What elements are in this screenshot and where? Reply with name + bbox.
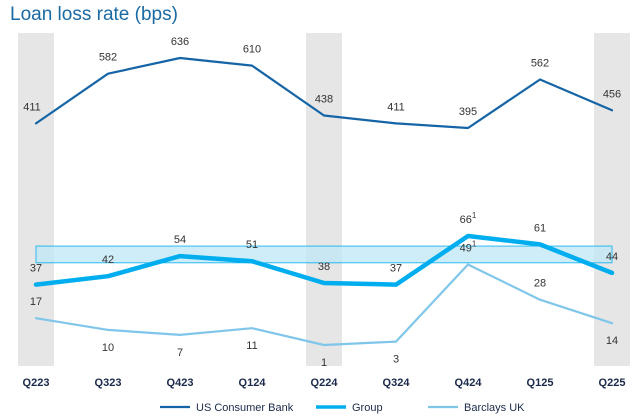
x-tick-label: Q324	[383, 377, 411, 389]
legend: US Consumer Bank Group Barclays UK	[160, 402, 525, 414]
series-line-us-consumer-bank	[34, 56, 614, 130]
data-label: 37	[30, 263, 42, 275]
data-label: 1	[321, 357, 327, 369]
legend-label: US Consumer Bank	[196, 402, 294, 414]
data-label: 54	[174, 234, 186, 246]
series-line-barclays-uk	[34, 263, 614, 347]
chart-title: Loan loss rate (bps)	[10, 4, 178, 25]
data-label: 3	[393, 354, 399, 366]
data-label: 61	[534, 222, 546, 234]
footnote-superscript: 1	[472, 211, 477, 220]
data-label: 395	[459, 106, 477, 118]
series-lines	[33, 56, 615, 347]
data-label: 661	[460, 211, 477, 226]
data-label: 10	[102, 342, 114, 354]
data-label: 610	[243, 44, 261, 56]
x-axis-ticks: Q223 Q323 Q423 Q124 Q224 Q324 Q424 Q125 Q225	[23, 377, 626, 389]
data-label: 37	[390, 263, 402, 275]
highlight-bands	[18, 33, 630, 366]
data-label: 411	[387, 101, 405, 113]
data-label: 438	[315, 94, 333, 106]
highlight-band-q225	[594, 33, 630, 366]
x-tick-label: Q424	[455, 377, 483, 389]
x-tick-label: Q225	[599, 377, 626, 389]
target-range-band	[35, 245, 613, 264]
footnote-superscript: 1	[472, 240, 477, 249]
data-label: 28	[534, 278, 546, 290]
legend-label: Group	[352, 402, 383, 414]
data-label: 11	[246, 340, 257, 352]
x-tick-label: Q423	[167, 377, 194, 389]
data-label: 636	[171, 36, 189, 48]
data-label: 582	[99, 52, 117, 64]
highlight-band-q223	[18, 33, 54, 366]
data-label: 17	[30, 296, 42, 308]
data-label: 14	[606, 335, 618, 347]
data-label: 38	[318, 261, 330, 273]
data-label: 456	[603, 88, 621, 100]
data-label: 411	[23, 101, 41, 113]
x-tick-label: Q125	[527, 377, 554, 389]
x-tick-label: Q124	[239, 377, 267, 389]
highlight-band-q224	[306, 33, 342, 366]
x-tick-label: Q223	[23, 377, 50, 389]
data-label: 562	[531, 57, 549, 69]
data-label: 44	[606, 251, 618, 263]
target-band	[35, 245, 613, 264]
legend-label: Barclays UK	[464, 402, 525, 414]
data-label: 51	[246, 239, 258, 251]
x-tick-label: Q224	[311, 377, 339, 389]
series-line-group	[33, 233, 615, 287]
x-tick-label: Q323	[95, 377, 122, 389]
data-label: 42	[102, 254, 114, 266]
data-label: 7	[177, 347, 183, 359]
